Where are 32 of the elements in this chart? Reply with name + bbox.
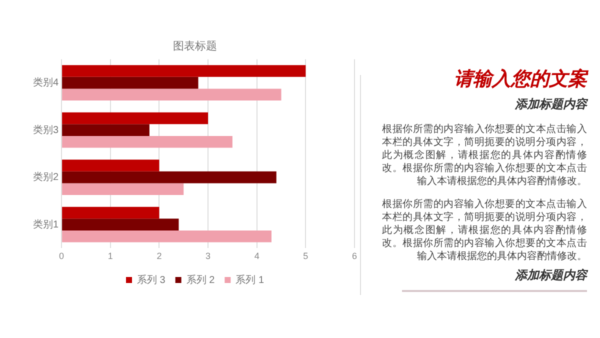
text: 添加标题内容 xyxy=(514,96,587,113)
x-tick-label: 4 xyxy=(254,251,260,262)
bar xyxy=(62,112,208,124)
x-tick-label: 0 xyxy=(59,251,64,262)
x-tick-label: 5 xyxy=(303,251,308,262)
x-tick-label: 1 xyxy=(108,251,113,262)
y-tick-label: 类别2 xyxy=(33,171,59,184)
x-tick-label: 2 xyxy=(156,251,162,262)
text: 添加标题内容 xyxy=(514,267,587,284)
bar xyxy=(62,136,232,148)
bar xyxy=(62,206,160,219)
legend-label: 系列 2 xyxy=(186,274,216,286)
y-tick-label: 类别1 xyxy=(33,218,59,230)
bar xyxy=(62,183,184,196)
text: 根据你所需的内容输入你想要的文本点击输入本栏的具体文字，简明扼要的说明分项内容，此为概念图解，请根据您的具体内容酌情修改。根据你所需的内容输入你想要的文本点击输入本请根据您的具体内容酌情修改。 xyxy=(382,123,587,188)
legend-label: 系列 3 xyxy=(136,274,166,286)
x-tick-label: 3 xyxy=(206,251,211,262)
bar xyxy=(62,171,276,184)
text: 请输入您的文案 xyxy=(453,67,587,92)
bar xyxy=(62,88,282,101)
y-tick-label: 类别3 xyxy=(33,124,59,136)
chart-title: 图表标题 xyxy=(173,40,217,53)
x-tick-label: 6 xyxy=(352,251,358,262)
text: 根据你所需的内容输入你想要的文本点击输入本栏的具体文字，简明扼要的说明分项内容，此为概念图解，请根据您的具体内容酌情修改。根据你所需的内容输入你想要的文本点击输入本请根据您的具体内容酌情修改。 xyxy=(382,198,587,263)
bar xyxy=(62,160,160,172)
bar xyxy=(62,230,272,242)
bar xyxy=(62,218,179,230)
bar xyxy=(62,76,198,89)
legend-label: 系列 1 xyxy=(236,274,264,286)
bar xyxy=(62,124,150,136)
y-tick-label: 类别4 xyxy=(33,76,59,89)
bar xyxy=(62,65,306,77)
